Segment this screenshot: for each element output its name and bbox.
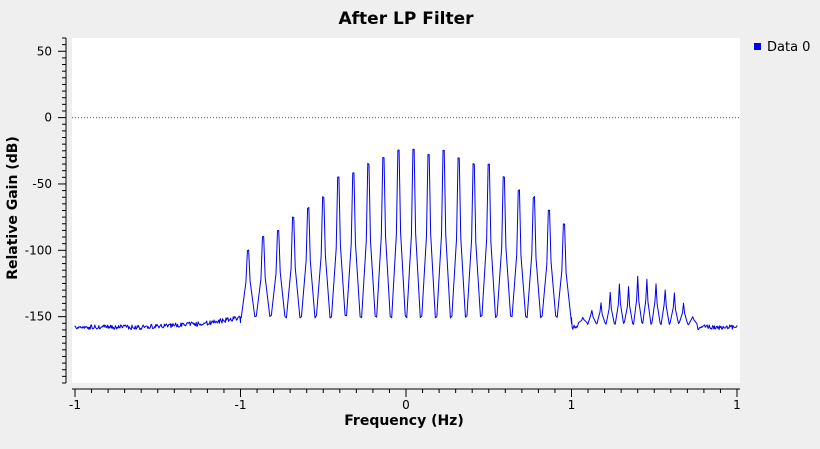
legend-label-series-0: Data 0 (767, 40, 810, 55)
y-tick-label: -150 (25, 310, 52, 324)
x-axis-label: Frequency (Hz) (344, 413, 463, 429)
y-tick-label: 0 (44, 111, 52, 125)
y-tick-label: -100 (25, 243, 52, 257)
x-ticks: -1 -1 0 1 1 (69, 389, 741, 412)
y-ticks: 50 0 -50 -100 -150 (25, 37, 66, 384)
legend: Data 0 (754, 40, 810, 55)
series-0-line (74, 148, 738, 331)
y-tick-label: 50 (37, 44, 52, 58)
y-tick-label: -50 (32, 177, 52, 191)
x-tick-label: 1 (733, 398, 741, 412)
x-tick-label: 1 (568, 398, 576, 412)
chart-title: After LP Filter (338, 9, 474, 29)
x-tick-label: -1 (69, 398, 81, 412)
plot-area (72, 38, 740, 383)
x-tick-label: 0 (402, 398, 410, 412)
legend-swatch-series-0 (754, 43, 761, 50)
y-axis-label: Relative Gain (dB) (5, 136, 21, 280)
x-tick-label: -1 (235, 398, 247, 412)
